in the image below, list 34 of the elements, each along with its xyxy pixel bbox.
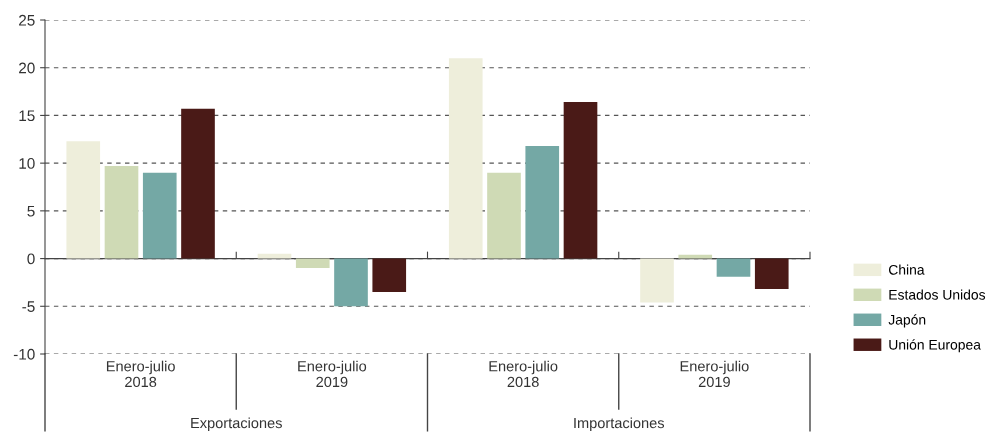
bar: [104, 166, 139, 259]
y-tick-label: 0: [27, 253, 35, 265]
y-tick-label: -5: [22, 301, 35, 312]
bar: [448, 58, 483, 259]
y-tick-label: 5: [27, 205, 35, 217]
x-tick-label: Enero-julio 2018: [106, 360, 175, 388]
bar: [142, 172, 177, 259]
legend-label: China: [888, 264, 925, 275]
bar: [754, 258, 789, 290]
y-tick-label: 25: [19, 14, 35, 26]
bar: [563, 102, 598, 259]
y-tick-label: -10: [13, 348, 35, 360]
bar: [678, 254, 713, 259]
bar: [66, 141, 101, 259]
y-tick-label: 10: [19, 158, 35, 169]
bar: [181, 108, 215, 259]
y-tick-label: 15: [19, 110, 35, 122]
legend-label: Unión Europea: [889, 339, 981, 353]
y-tick-label: 20: [19, 62, 35, 74]
legend-label: Estados Unidos: [889, 289, 986, 300]
text: Exportaciones: [191, 417, 282, 432]
bar: [372, 258, 407, 292]
bar: [525, 145, 560, 259]
bar: [487, 172, 521, 259]
bar: [257, 253, 292, 259]
bar: [640, 258, 674, 303]
bar: [716, 258, 751, 277]
bar: [334, 258, 368, 307]
text: Importaciones: [574, 417, 665, 432]
legend-label: Japón: [888, 314, 926, 328]
bar: [295, 258, 330, 269]
x-tick-label: Enero-julio 2018: [489, 360, 558, 388]
x-tick-label: Enero-julio 2019: [680, 360, 749, 388]
x-tick-label: Enero-julio 2019: [298, 360, 367, 388]
